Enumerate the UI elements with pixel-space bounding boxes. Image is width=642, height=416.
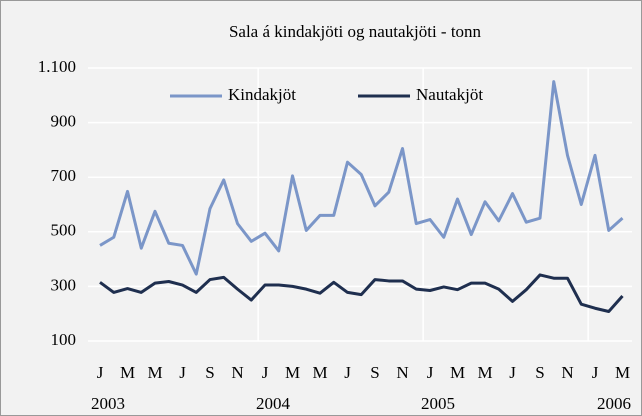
year-label: 2004 bbox=[256, 394, 291, 413]
x-tick-label: M bbox=[450, 363, 465, 382]
chart-title: Sala á kindakjöti og nautakjöti - tonn bbox=[229, 22, 482, 41]
x-tick-label: M bbox=[615, 363, 630, 382]
year-label: 2003 bbox=[91, 394, 125, 413]
x-tick-label: J bbox=[97, 363, 104, 382]
y-tick-label: 300 bbox=[51, 275, 77, 294]
y-tick-label: 1.100 bbox=[38, 57, 76, 76]
x-tick-label: M bbox=[147, 363, 162, 382]
x-tick-label: S bbox=[205, 363, 214, 382]
y-tick-label: 900 bbox=[51, 112, 77, 131]
legend-label: Nautakjöt bbox=[416, 85, 483, 104]
legend-label: Kindakjöt bbox=[228, 85, 296, 104]
x-tick-label: J bbox=[592, 363, 599, 382]
series-line bbox=[99, 273, 624, 314]
y-tick-label: 700 bbox=[51, 166, 77, 185]
x-tick-label: M bbox=[120, 363, 135, 382]
x-tick-label: N bbox=[561, 363, 573, 382]
series-line bbox=[99, 80, 624, 276]
y-tick-label: 100 bbox=[51, 330, 77, 349]
x-tick-label: S bbox=[370, 363, 379, 382]
x-tick-label: M bbox=[285, 363, 300, 382]
x-tick-label: J bbox=[262, 363, 269, 382]
x-tick-label: S bbox=[535, 363, 544, 382]
x-tick-label: J bbox=[179, 363, 186, 382]
x-tick-label: J bbox=[509, 363, 516, 382]
x-tick-label: M bbox=[477, 363, 492, 382]
x-tick-label: N bbox=[396, 363, 408, 382]
year-label: 2006 bbox=[597, 394, 631, 413]
y-tick-label: 500 bbox=[51, 221, 77, 240]
x-tick-label: N bbox=[231, 363, 243, 382]
x-tick-label: M bbox=[312, 363, 327, 382]
x-tick-label: J bbox=[427, 363, 434, 382]
x-tick-label: J bbox=[344, 363, 351, 382]
year-label: 2005 bbox=[421, 394, 455, 413]
